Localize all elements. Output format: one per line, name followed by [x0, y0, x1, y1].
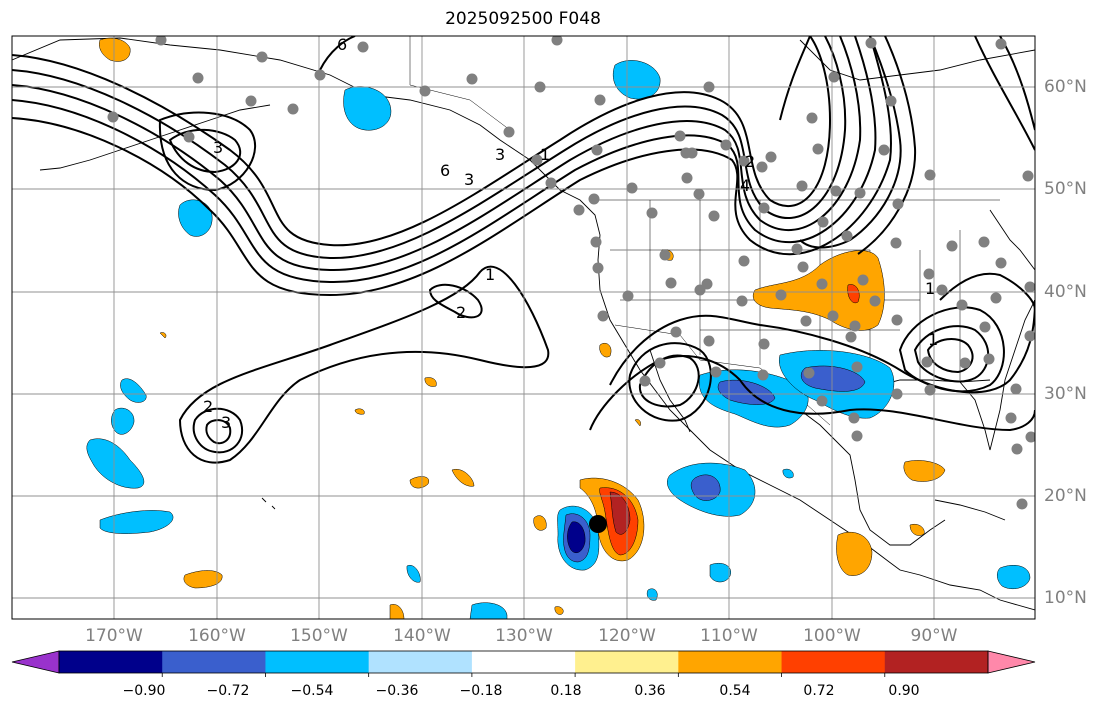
- contour-label: 2: [456, 303, 466, 322]
- contour-label: 2: [745, 152, 755, 171]
- lat-label: 60°N: [1044, 77, 1087, 97]
- colorbar-tick-label: −0.72: [206, 683, 250, 699]
- fill-pos-plains: [752, 250, 885, 331]
- colorbar-extend-high: [987, 650, 1036, 674]
- lon-label: 90°W: [910, 626, 958, 646]
- colorbar-tick-label: −0.54: [290, 683, 334, 699]
- colorbar-segment: [162, 651, 266, 673]
- colorbar-segment: [368, 651, 473, 673]
- contour-label: 3: [464, 170, 474, 189]
- map-title: 2025092500 F048: [445, 9, 601, 29]
- colorbar-tick-label: 0.90: [888, 683, 920, 699]
- lon-label: 150°W: [290, 626, 348, 646]
- colorbar-outline: [58, 650, 989, 674]
- contour-labels: 6 3 3 6 3 1 2 2 3 1 4 2 1 1: [203, 35, 938, 432]
- colorbar-segment: [678, 651, 783, 673]
- colorbar-extend-low: [11, 650, 60, 674]
- colorbar-segment: [471, 651, 576, 673]
- contour-label: 3: [213, 138, 223, 157]
- colorbar-tick-label: 0.54: [719, 683, 751, 699]
- colorbar-segment: [265, 651, 370, 673]
- lon-label: 130°W: [495, 626, 553, 646]
- lon-label: 160°W: [188, 626, 246, 646]
- lon-label: 120°W: [598, 626, 656, 646]
- colorbar-tick-label: 0.72: [803, 683, 835, 699]
- lat-label: 10°N: [1044, 588, 1087, 608]
- station-markers: [107, 36, 1035, 510]
- contour-label: 1: [540, 145, 550, 164]
- contour-label: 6: [440, 161, 450, 180]
- lat-label: 50°N: [1044, 179, 1087, 199]
- colorbar-tick-label: −0.18: [459, 683, 503, 699]
- fill-neg-pacific3: [99, 510, 174, 534]
- contour-label: 1: [925, 279, 935, 298]
- contour-label: 3: [221, 413, 231, 432]
- colorbar-tick-label: −0.90: [122, 683, 166, 699]
- lat-label: 40°N: [1044, 282, 1087, 302]
- lon-label: 140°W: [393, 626, 451, 646]
- contour-label: 1: [485, 265, 495, 284]
- colorbar: [11, 650, 1036, 677]
- line-contours: [12, 36, 1035, 464]
- map-frame: [11, 35, 1036, 620]
- colorbar-segment: [59, 651, 163, 673]
- fill-neg-alaska: [343, 86, 392, 131]
- contour-label: 4: [740, 176, 750, 195]
- gridlines: [12, 36, 1035, 619]
- contour-label: 6: [337, 35, 347, 54]
- colorbar-segment: [781, 651, 886, 673]
- contour-label: 3: [495, 145, 505, 164]
- colorbar-tick-label: −0.36: [375, 683, 419, 699]
- contour-label: 1: [928, 330, 938, 349]
- storm-center-marker: [589, 515, 607, 533]
- colorbar-segment: [884, 651, 989, 673]
- colorbar-segment: [575, 651, 679, 673]
- lat-label: 30°N: [1044, 384, 1087, 404]
- lat-label: 20°N: [1044, 486, 1087, 506]
- lon-label: 100°W: [803, 626, 861, 646]
- lon-label: 110°W: [700, 626, 758, 646]
- fill-neg-pacific2: [86, 438, 145, 489]
- colorbar-tick-label: 0.18: [550, 683, 582, 699]
- lon-label: 170°W: [85, 626, 143, 646]
- colorbar-tick-label: 0.36: [634, 683, 666, 699]
- contour-label: 2: [203, 397, 213, 416]
- anomaly-fills: [86, 37, 1031, 619]
